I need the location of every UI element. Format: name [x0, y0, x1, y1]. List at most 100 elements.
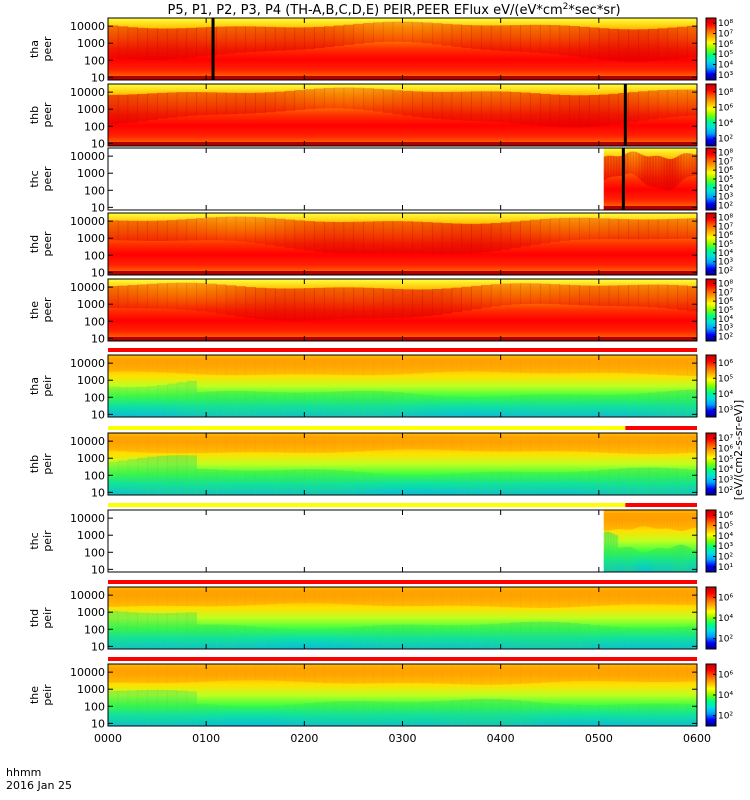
y-tick-label: 1000 [77, 374, 105, 387]
x-tick-label: 0000 [94, 732, 122, 745]
flux-column [215, 92, 227, 115]
flux-column [677, 358, 688, 376]
flux-column [650, 513, 653, 528]
flux-column [684, 513, 687, 531]
flux-column [619, 513, 622, 530]
flux-column [382, 590, 394, 606]
flux-column [510, 590, 521, 608]
flux-column [363, 625, 374, 649]
flux-column [323, 358, 335, 375]
y-tick-label: 10 [91, 201, 105, 214]
flux-column [667, 667, 678, 682]
flux-column [490, 590, 502, 607]
flux-column [638, 590, 649, 605]
flux-column [647, 551, 650, 572]
flux-column [412, 590, 423, 607]
flux-column [373, 358, 384, 376]
flux-column [639, 513, 642, 527]
flux-column [333, 701, 345, 726]
flux-column [471, 667, 482, 685]
flux-column [677, 436, 688, 454]
flux-column [687, 704, 698, 726]
flux-column [206, 704, 217, 726]
flux-column [609, 532, 613, 572]
flux-column [108, 94, 119, 125]
flux-column [333, 436, 345, 453]
colorbar-tick-label: 10⁵ [718, 240, 733, 250]
flux-column [471, 590, 482, 607]
flux-column [117, 386, 129, 417]
colorbar-the-peir: 10² 10⁴ 10⁶ [705, 663, 733, 727]
flux-column [265, 358, 276, 375]
flux-column [569, 590, 580, 608]
flux-column [622, 513, 625, 530]
flux-column [579, 217, 590, 240]
flux-column [500, 25, 512, 52]
flux-column [628, 284, 639, 307]
flux-column [651, 513, 655, 529]
flux-column [657, 627, 669, 649]
colorbar-thb-peer: 10² 10⁴ 10⁶ 10⁸ [705, 83, 733, 147]
flux-column [166, 220, 178, 241]
flux-column [323, 221, 335, 253]
status-bar-red [625, 426, 697, 430]
flux-column [608, 626, 620, 649]
flux-column [539, 590, 551, 608]
flux-column [569, 623, 580, 649]
spectrogram-thd-peer [108, 213, 697, 275]
flux-column [215, 284, 227, 314]
colorbar-tick-label: 10³ [718, 405, 733, 415]
flux-column [127, 612, 139, 649]
flux-column [667, 513, 670, 529]
flux-column [245, 436, 256, 453]
flux-column [382, 436, 394, 450]
flux-column [606, 531, 610, 572]
flux-column [422, 624, 433, 649]
colorbar-tick-label: 10⁴ [718, 184, 733, 194]
flux-column [284, 288, 296, 321]
flux-column [186, 218, 197, 241]
flux-column [461, 24, 472, 48]
colorbar-tick-label: 10⁶ [718, 593, 733, 603]
flux-column [637, 550, 641, 572]
flux-column [323, 87, 335, 109]
y-tick-label: 1000 [77, 298, 105, 311]
flux-column [692, 513, 695, 528]
flux-column [664, 158, 667, 191]
status-bar [108, 580, 697, 584]
flux-column [619, 547, 622, 572]
flux-column [549, 590, 561, 608]
flux-column [431, 358, 443, 373]
flux-column [683, 153, 686, 179]
flux-column [265, 705, 276, 726]
colorbar-tick-label: 10² [718, 267, 733, 277]
flux-column [549, 25, 561, 55]
flux-column [589, 624, 600, 649]
flux-column [333, 628, 345, 649]
colorbar-tick-label: 10⁸ [718, 19, 733, 29]
flux-column [608, 513, 611, 531]
flux-column [598, 218, 610, 240]
panel-label-product: peir [41, 453, 54, 475]
flux-column [147, 358, 158, 372]
flux-column [215, 216, 227, 241]
flux-column [353, 23, 364, 44]
flux-column [579, 436, 590, 452]
flux-column [687, 389, 698, 417]
flux-column [667, 436, 678, 454]
colorbar-tick-label: 10⁸ [718, 213, 733, 223]
flux-column [353, 701, 364, 726]
flux-column [686, 153, 689, 178]
y-tick-label: 100 [84, 184, 105, 197]
flux-column [333, 470, 345, 495]
flux-column [653, 155, 656, 188]
flux-column [245, 216, 256, 243]
flux-column [323, 590, 335, 604]
colorbar-tick-label: 10² [718, 134, 733, 144]
flux-column [617, 547, 620, 572]
flux-column [657, 28, 669, 61]
flux-column [628, 393, 639, 417]
flux-column [265, 391, 276, 417]
flux-column [363, 667, 374, 684]
